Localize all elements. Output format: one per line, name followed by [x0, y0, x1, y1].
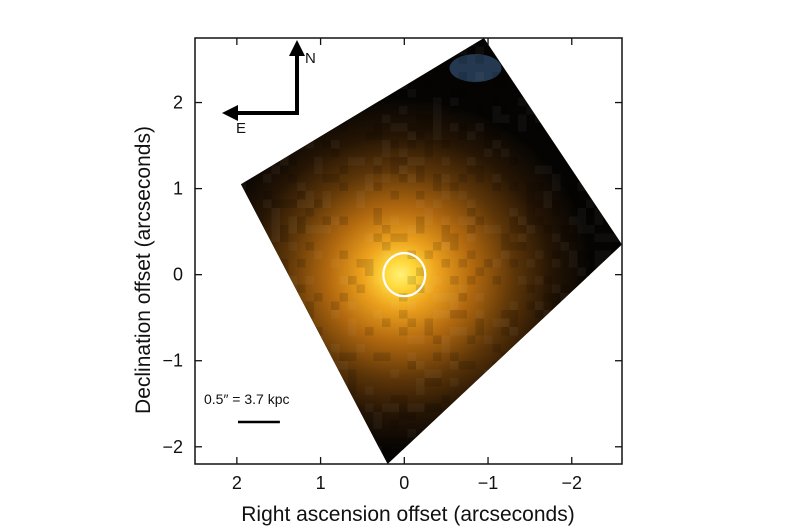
y-tick-label: 1	[173, 179, 183, 199]
x-tick-label: 1	[316, 473, 326, 493]
compass-north-label: N	[305, 50, 316, 67]
compass: N E	[222, 40, 316, 137]
plot-frame	[194, 37, 623, 465]
x-tick-label: 2	[232, 473, 242, 493]
axis-ticks: 2 1 0 −1 −2 2 1 0 −1 −2	[162, 38, 622, 493]
blue-emission-patch	[449, 54, 502, 83]
y-tick-label: −1	[162, 351, 183, 371]
x-tick-label: −1	[478, 473, 499, 493]
x-tick-label: −2	[561, 473, 582, 493]
scale-bar-label: 0.5″ = 3.7 kpc	[204, 391, 290, 407]
compass-east-arrowhead	[222, 105, 238, 121]
green-emission-patch	[494, 373, 523, 392]
y-tick-label: 2	[173, 93, 183, 113]
y-tick-label: −2	[162, 437, 183, 457]
compass-north-arrowhead	[289, 40, 305, 56]
x-axis-label: Right ascension offset (arcseconds)	[241, 503, 574, 526]
y-axis-label: Declination offset (arcseconds)	[132, 126, 155, 414]
x-tick-label: 0	[399, 473, 409, 493]
compass-east-label: E	[236, 120, 246, 137]
aperture-ellipse	[382, 252, 427, 298]
y-tick-label: 0	[173, 265, 183, 285]
scale-bar: 0.5″ = 3.7 kpc	[204, 391, 290, 424]
